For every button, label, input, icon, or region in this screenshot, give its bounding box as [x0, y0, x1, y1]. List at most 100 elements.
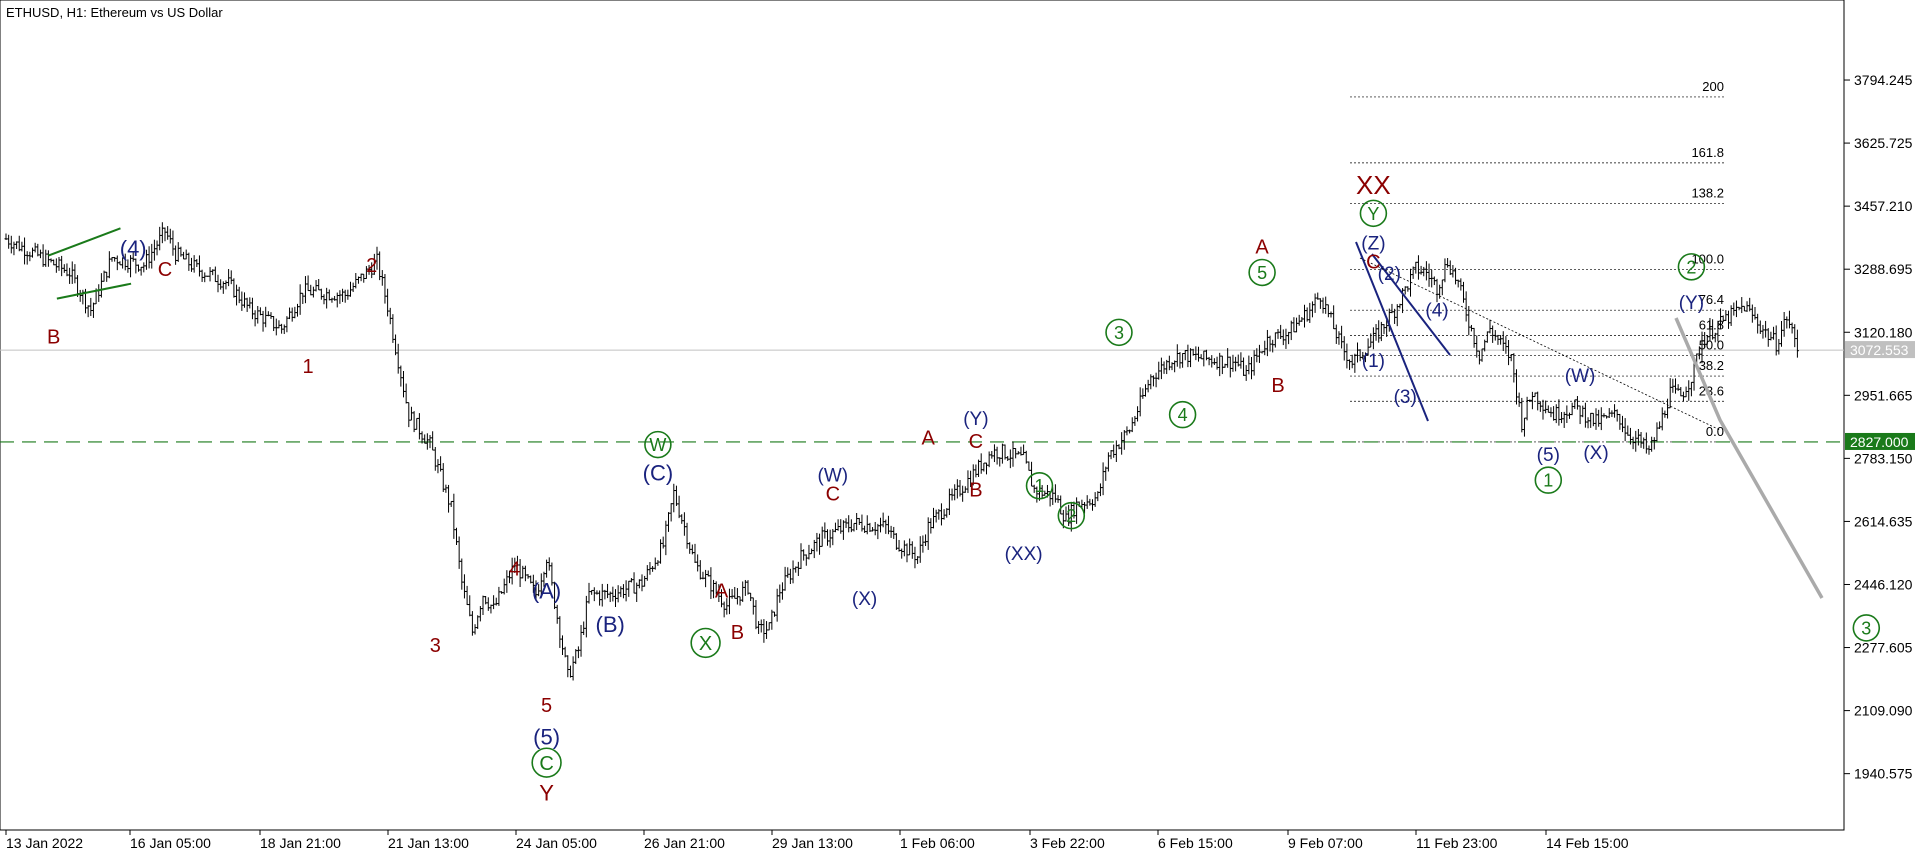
- wave-label: 4: [1178, 405, 1188, 425]
- wave-circle: [1677, 253, 1706, 281]
- wave-circle: [1105, 318, 1133, 347]
- projection-path: [1674, 317, 1824, 599]
- wave-label: Y: [1367, 204, 1379, 224]
- wave-label: 1: [1034, 476, 1044, 496]
- dotted-trend-line: [1359, 257, 1721, 431]
- wave-label: (Y): [1679, 293, 1704, 314]
- support-price-label: 2827.000: [1850, 434, 1909, 450]
- wave-label: 4: [509, 558, 520, 580]
- y-tick-label: 3794.245: [1854, 72, 1913, 88]
- x-tick-label: 16 Jan 05:00: [130, 835, 211, 851]
- x-tick-label: 13 Jan 2022: [6, 835, 83, 851]
- x-tick-label: 9 Feb 07:00: [1288, 835, 1363, 851]
- y-tick-label: 2446.120: [1854, 576, 1913, 592]
- x-tick-label: 14 Feb 15:00: [1546, 835, 1629, 851]
- wave-label: (X): [852, 589, 877, 610]
- fib-level-label: 200: [1702, 79, 1724, 94]
- support-price-box: [1845, 432, 1915, 450]
- wave-label: C: [826, 483, 840, 505]
- wave-label: 1: [1543, 471, 1553, 491]
- wave-label: (4): [120, 236, 147, 261]
- y-axis: 3794.245 3625.725 3457.210 3288.695 3120.180…: [1844, 72, 1915, 782]
- y-tick-label: 2783.150: [1854, 450, 1913, 466]
- wave-label: (5): [1537, 445, 1560, 466]
- wave-label: (1): [1362, 351, 1385, 372]
- y-tick-label: 2951.665: [1854, 387, 1913, 403]
- y-tick-label: 3120.180: [1854, 324, 1913, 340]
- wave-label: B: [969, 480, 982, 502]
- x-tick-label: 26 Jan 21:00: [644, 835, 725, 851]
- wave-circle: [531, 747, 562, 778]
- wave-label: 3: [1861, 618, 1871, 638]
- fib-level-label: 138.2: [1691, 186, 1724, 201]
- wave-label: (5): [533, 724, 560, 749]
- x-axis: 13 Jan 2022 16 Jan 05:00 18 Jan 21:00 21 Ja…: [5, 830, 1629, 851]
- x-tick-label: 29 Jan 13:00: [772, 835, 853, 851]
- fib-level-label: 76.4: [1699, 292, 1724, 307]
- y-tick-label: 3457.210: [1854, 198, 1913, 214]
- wave-label: 3: [1114, 323, 1124, 343]
- wave-circle: [690, 627, 721, 659]
- wave-circle: [1057, 501, 1086, 530]
- wave-label: (4): [1425, 301, 1448, 322]
- wave-label: 2: [366, 255, 377, 277]
- y-tick-label: 2277.605: [1854, 640, 1913, 656]
- wave-label: A: [1255, 236, 1269, 258]
- wave-label: (X): [1583, 443, 1608, 464]
- plot-area: [0, 0, 1845, 831]
- wave-label: (W): [818, 465, 849, 486]
- x-tick-label: 1 Feb 06:00: [900, 835, 975, 851]
- wave-circle: [1168, 400, 1197, 429]
- wave-label: (W): [1565, 366, 1596, 387]
- fib-level-label: 161.8: [1691, 145, 1724, 160]
- wave-label: 3: [430, 635, 441, 657]
- x-tick-label: 6 Feb 15:00: [1158, 835, 1233, 851]
- y-tick-label: 3288.695: [1854, 261, 1913, 277]
- triangle-lower-line: [56, 282, 132, 300]
- x-tick-label: 24 Jan 05:00: [516, 835, 597, 851]
- chart-title: ETHUSD, H1: Ethereum vs US Dollar: [6, 5, 223, 20]
- wave-label: A: [715, 581, 729, 603]
- wave-label: 2: [1066, 506, 1076, 526]
- wave-label: (XX): [1005, 544, 1043, 565]
- wave-label: (A): [532, 578, 561, 603]
- wave-circle: [1534, 466, 1563, 494]
- wave-label: (Y): [963, 409, 988, 430]
- wave-label: C: [969, 431, 983, 453]
- wave-label: X: [699, 633, 712, 655]
- wave-label: (B): [596, 612, 625, 637]
- wave-label: B: [47, 326, 60, 348]
- fib-level-label: 100.0: [1691, 251, 1724, 266]
- wave-label: (2): [1378, 264, 1401, 285]
- wave-label: C: [158, 259, 172, 281]
- current-price-label: 3072.553: [1850, 342, 1909, 358]
- wave-label: (C): [643, 461, 674, 486]
- y-tick-label: 1940.575: [1854, 766, 1913, 782]
- wave-labels: (4)CB21345(5)CY(A)(B)W(C)XAB(W)C(X)A(Y)C…: [47, 170, 1881, 806]
- wave-circle: [1025, 471, 1054, 500]
- wave-label: C: [1366, 251, 1380, 273]
- wave-label: 5: [1257, 263, 1267, 283]
- wave-circle: [1248, 258, 1276, 287]
- wave-label: 2: [1686, 257, 1696, 277]
- fib-level-label: 38.2: [1699, 358, 1724, 373]
- wave-label: (3): [1394, 387, 1417, 408]
- impulse-line-1: [1355, 241, 1429, 422]
- fib-level-label: 0.0: [1706, 424, 1724, 439]
- wave-label: A: [922, 427, 936, 449]
- wave-label: Y: [539, 781, 554, 806]
- x-tick-label: 11 Feb 23:00: [1416, 835, 1498, 851]
- x-tick-label: 18 Jan 21:00: [260, 835, 341, 851]
- wave-circle: [644, 430, 672, 459]
- wave-circle: [1852, 614, 1881, 642]
- wave-label: W: [649, 435, 666, 455]
- trendlines: [48, 227, 1824, 599]
- wave-label: 1: [303, 356, 314, 378]
- current-price-box: [1845, 341, 1915, 359]
- wave-label: B: [731, 622, 744, 644]
- wave-label: C: [539, 753, 553, 775]
- x-tick-label: 21 Jan 13:00: [388, 835, 469, 851]
- triangle-upper-line: [48, 227, 121, 257]
- candles: [4, 222, 1799, 681]
